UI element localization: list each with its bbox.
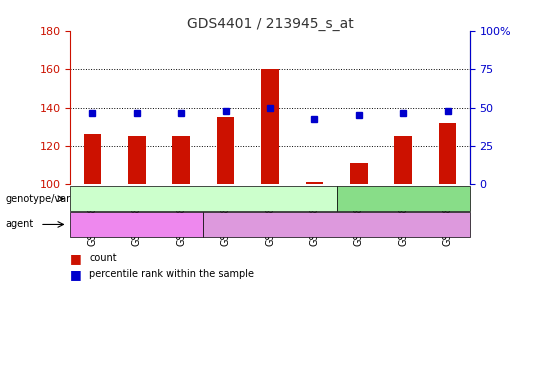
Bar [84, 134, 102, 184]
Text: count: count [89, 253, 117, 263]
Bar [261, 69, 279, 184]
Bar [217, 117, 234, 184]
Text: GDS4401 / 213945_s_at: GDS4401 / 213945_s_at [187, 17, 353, 31]
Text: agent: agent [5, 219, 33, 230]
Text: LRRK2-IN-1 inhibitor: LRRK2-IN-1 inhibitor [87, 219, 186, 230]
Bar [172, 136, 190, 184]
Text: genotype/variation: genotype/variation [5, 194, 98, 204]
Bar [438, 123, 456, 184]
Text: ■: ■ [70, 268, 82, 281]
Text: ■: ■ [70, 252, 82, 265]
Text: LRRK2 wildtype: LRRK2 wildtype [365, 194, 441, 204]
Bar [128, 136, 146, 184]
Text: LRRK2 mutant WT/GS: LRRK2 mutant WT/GS [150, 194, 256, 204]
Text: percentile rank within the sample: percentile rank within the sample [89, 269, 254, 279]
Bar [306, 182, 323, 184]
Bar [350, 163, 368, 184]
Text: untreated: untreated [313, 219, 361, 230]
Bar [394, 136, 412, 184]
